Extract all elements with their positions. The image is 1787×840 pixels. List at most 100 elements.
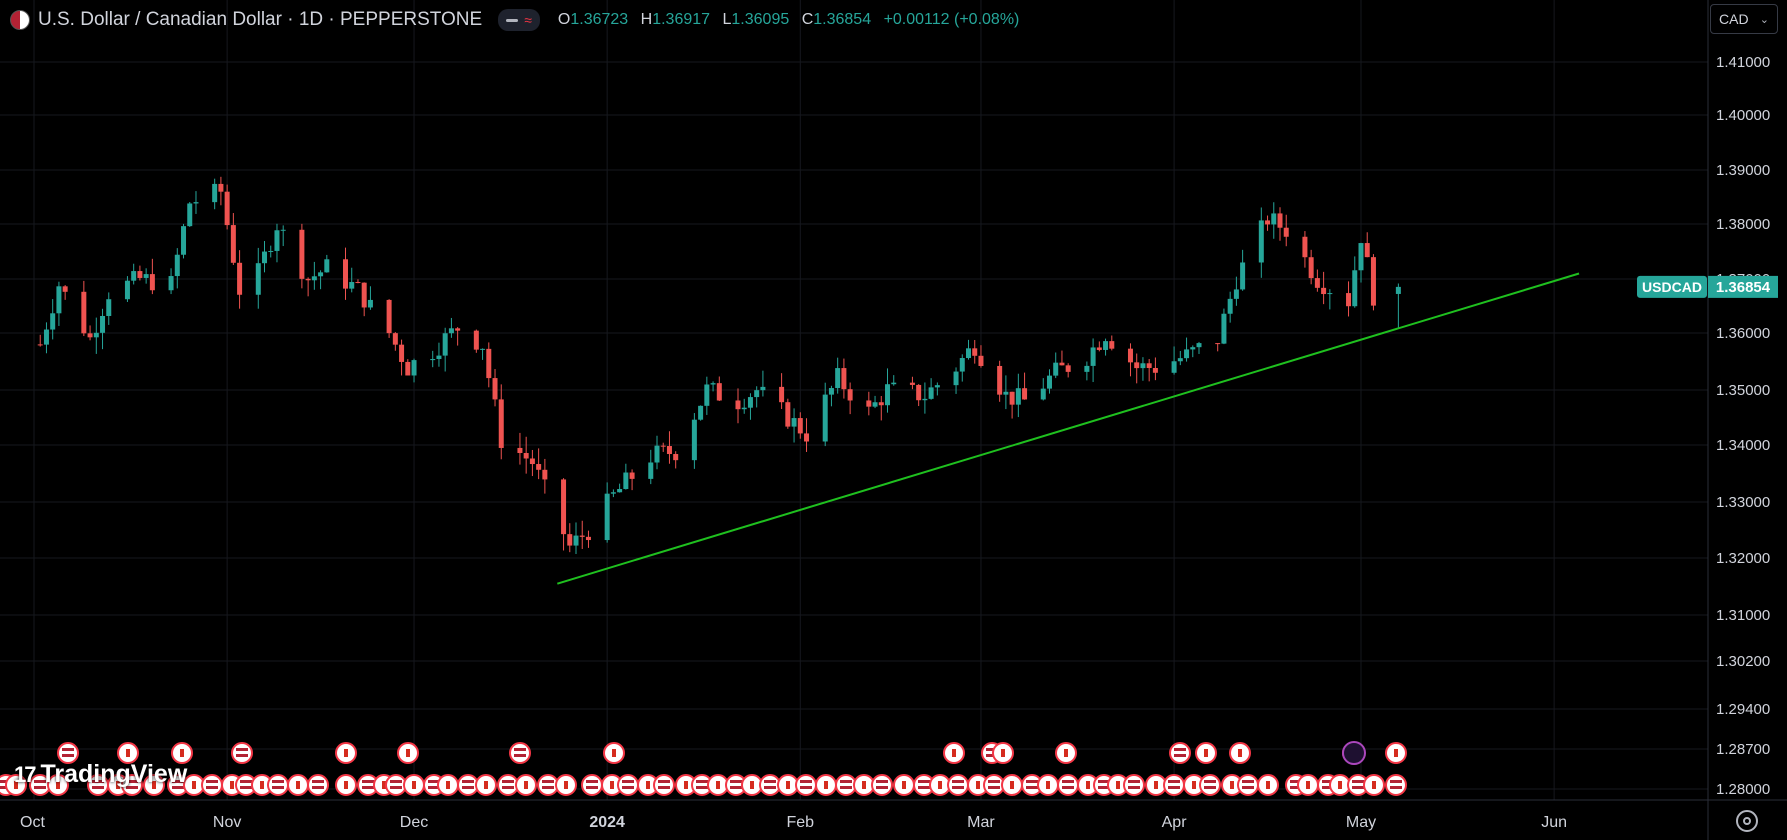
canada-flag-icon bbox=[938, 781, 942, 789]
candle-body bbox=[1370, 257, 1376, 306]
candle-body bbox=[716, 383, 722, 401]
candle-body bbox=[1302, 236, 1308, 258]
candle-body bbox=[1227, 298, 1233, 314]
currency-selector[interactable]: CAD ⌄ bbox=[1710, 4, 1778, 34]
us-flag-icon bbox=[514, 748, 526, 751]
canada-flag-icon bbox=[192, 781, 196, 789]
candle-body bbox=[1140, 363, 1146, 369]
us-flag-icon bbox=[542, 786, 554, 789]
candle-body bbox=[1258, 220, 1264, 263]
candle-body bbox=[37, 344, 43, 346]
time-tick-label: May bbox=[1346, 814, 1376, 831]
candle-body bbox=[1215, 343, 1221, 345]
canada-flag-icon bbox=[180, 749, 184, 757]
ohlc-high-key: H bbox=[640, 11, 653, 28]
ohlc-readout: O1.36723 H1.36917 L1.36095 C1.36854 +0.0… bbox=[558, 11, 1027, 29]
candle-body bbox=[561, 479, 567, 535]
candle-body bbox=[916, 384, 922, 401]
candle-body bbox=[1352, 270, 1358, 307]
candle-body bbox=[847, 389, 853, 401]
candle-body bbox=[542, 469, 548, 480]
us-flag-icon bbox=[62, 748, 74, 751]
candle-body bbox=[1327, 293, 1333, 295]
candle-body bbox=[262, 251, 268, 264]
candle-body bbox=[710, 383, 716, 385]
tradingview-logo[interactable]: 17 TradingView bbox=[14, 760, 187, 789]
us-flag-icon bbox=[390, 786, 402, 789]
canada-flag-icon bbox=[152, 781, 156, 789]
us-flag-icon bbox=[1322, 780, 1334, 783]
candle-body bbox=[442, 333, 448, 356]
canada-flag-icon bbox=[1010, 781, 1014, 789]
candle-body bbox=[585, 536, 591, 541]
canada-flag-icon bbox=[14, 781, 18, 789]
candle-body bbox=[648, 462, 654, 479]
canada-flag-icon bbox=[750, 781, 754, 789]
candle-body bbox=[43, 329, 49, 345]
us-flag-icon bbox=[1242, 780, 1254, 783]
us-flag-icon bbox=[764, 786, 776, 789]
price-tick-label: 1.29400 bbox=[1716, 701, 1770, 718]
event-marker bbox=[201, 774, 223, 796]
event-marker bbox=[653, 774, 675, 796]
candle-body bbox=[87, 333, 93, 338]
candle-body bbox=[343, 259, 348, 289]
us-flag-icon bbox=[502, 786, 514, 789]
candle-body bbox=[455, 328, 461, 331]
candle-body bbox=[473, 330, 479, 350]
us-flag-icon bbox=[240, 780, 252, 783]
us-flag-icon bbox=[1098, 780, 1110, 783]
us-flag-icon bbox=[1174, 748, 1186, 751]
candle-body bbox=[1233, 289, 1239, 299]
canada-flag-icon bbox=[484, 781, 488, 789]
chart-settings-gear-icon[interactable] bbox=[1736, 810, 1758, 832]
us-flag-icon bbox=[696, 786, 708, 789]
canada-flag-icon bbox=[344, 749, 348, 757]
us-flag-icon bbox=[236, 748, 248, 751]
us-flag-icon bbox=[240, 786, 252, 789]
us-flag-icon bbox=[462, 786, 474, 789]
canada-flag-icon bbox=[1192, 781, 1196, 789]
event-marker bbox=[267, 774, 289, 796]
canada-flag-icon bbox=[260, 781, 264, 789]
candle-body bbox=[324, 259, 330, 273]
canada-flag-icon bbox=[1238, 749, 1242, 757]
candle-body bbox=[1196, 343, 1202, 348]
us-flag-icon bbox=[840, 786, 852, 789]
us-flag-icon bbox=[1204, 786, 1216, 789]
candle-body bbox=[268, 250, 274, 252]
us-flag-icon bbox=[764, 780, 776, 783]
us-flag-icon bbox=[730, 780, 742, 783]
last-price-label-bg bbox=[1708, 275, 1778, 298]
candle-body bbox=[187, 203, 193, 227]
ohlc-close-key: C bbox=[801, 11, 814, 28]
symbol-title[interactable]: U.S. Dollar / Canadian Dollar · 1D · PEP… bbox=[38, 9, 483, 30]
candle-body bbox=[100, 315, 106, 333]
candle-body bbox=[978, 355, 984, 366]
event-marker bbox=[1199, 774, 1221, 796]
candle-body bbox=[741, 407, 747, 410]
candle-body bbox=[50, 313, 56, 330]
candle-body bbox=[1358, 243, 1364, 271]
price-tick-label: 1.40000 bbox=[1716, 107, 1770, 124]
time-tick-label: Jun bbox=[1541, 814, 1567, 831]
candle-body bbox=[610, 492, 616, 494]
candle-body bbox=[143, 274, 149, 278]
candle-body bbox=[1240, 262, 1246, 290]
candle-body bbox=[754, 390, 760, 398]
candle-body bbox=[448, 328, 454, 334]
candle-body bbox=[492, 378, 498, 400]
us-flag-icon bbox=[428, 780, 440, 783]
candle-body bbox=[828, 388, 834, 395]
ohlc-low-key: L bbox=[722, 11, 732, 28]
us-flag-icon bbox=[658, 786, 670, 789]
canada-flag-icon bbox=[382, 781, 386, 789]
market-status-pill[interactable]: ≈ bbox=[498, 9, 540, 31]
time-tick-label: Dec bbox=[400, 814, 428, 831]
canada-flag-icon bbox=[716, 781, 720, 789]
event-marker bbox=[1385, 774, 1407, 796]
canada-flag-icon bbox=[412, 781, 416, 789]
candle-body bbox=[299, 229, 305, 279]
candle-body bbox=[386, 299, 392, 334]
